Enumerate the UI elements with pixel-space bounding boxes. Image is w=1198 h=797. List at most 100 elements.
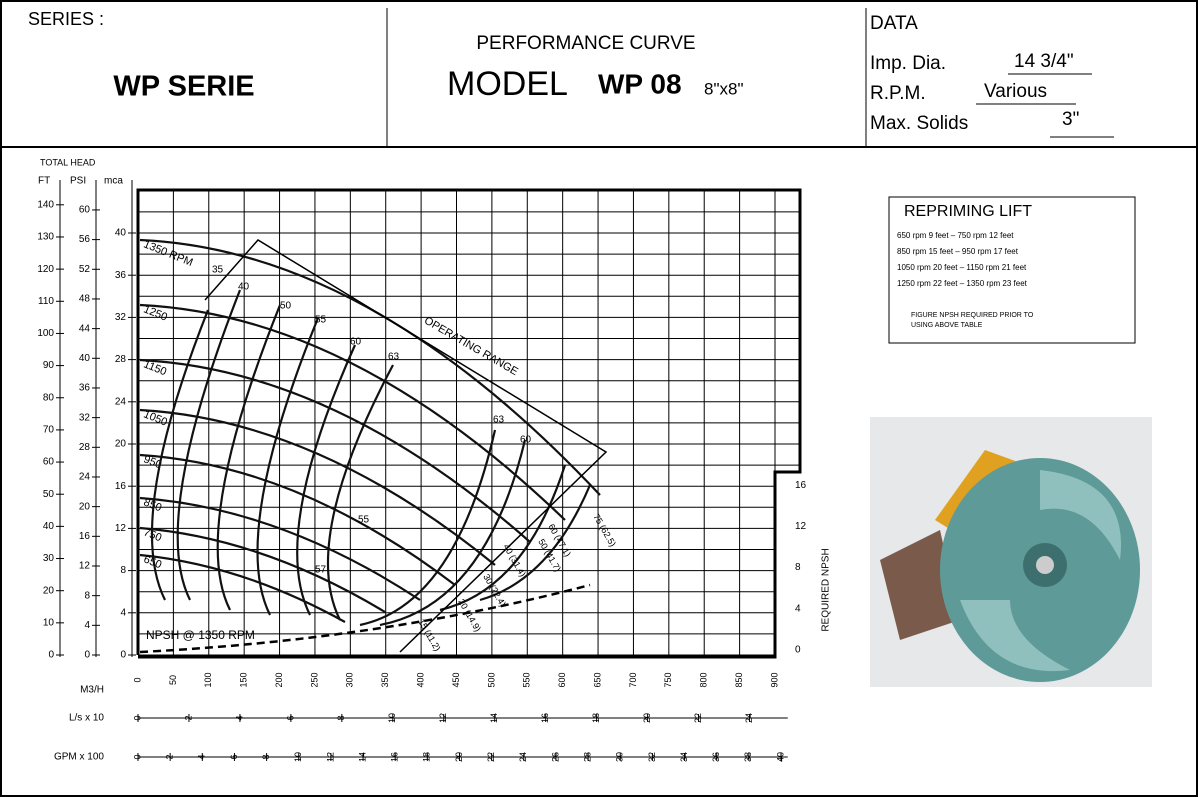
m-tick-label: 28 <box>115 354 127 365</box>
rpm-label: R.P.M. <box>870 83 926 104</box>
psi-tick-label: 4 <box>84 620 90 631</box>
repriming-row: 650 rpm 9 feet – 750 rpm 12 feet <box>897 231 1014 240</box>
npsh-tick-label: 4 <box>795 603 801 614</box>
gpm-tick-label: 18 <box>422 752 432 762</box>
efficiency-label: 63 <box>388 352 400 363</box>
repriming-row: 850 rpm 15 feet – 950 rpm 17 feet <box>897 247 1019 256</box>
psi-tick-label: 40 <box>79 353 91 364</box>
efficiency-label: 55 <box>358 515 370 526</box>
repriming-title: REPRIMING LIFT <box>904 203 1032 220</box>
psi-tick-label: 52 <box>79 264 91 275</box>
ft-tick-label: 90 <box>43 360 55 371</box>
efficiency-label: 57 <box>315 565 327 576</box>
gpm-tick-label: 40 <box>775 752 785 762</box>
m-tick-label: 36 <box>115 270 127 281</box>
gpm-tick-label: 32 <box>647 752 657 762</box>
psi-tick-label: 32 <box>79 412 91 423</box>
impeller-photo <box>870 417 1152 687</box>
gpm-tick-label: 30 <box>615 752 625 762</box>
m-label: mca <box>104 176 123 187</box>
m-tick-label: 24 <box>115 396 127 407</box>
ls-label: L/s x 10 <box>69 713 104 724</box>
m-tick-label: 8 <box>120 565 126 576</box>
gpm-tick-label: 24 <box>518 752 528 762</box>
total-head-label: TOTAL HEAD <box>40 157 96 167</box>
m-tick-label: 0 <box>120 650 126 661</box>
m3h-tick-label: 150 <box>239 672 249 687</box>
m3h-tick-label: 850 <box>734 672 744 687</box>
m3h-tick-label: 0 <box>132 677 142 682</box>
efficiency-label: 35 <box>212 265 224 276</box>
m-tick-label: 16 <box>115 481 127 492</box>
gpm-tick-label: 22 <box>486 752 496 762</box>
ls-tick-label: 10 <box>387 713 397 723</box>
psi-label: PSI <box>70 176 86 187</box>
gpm-tick-label: 4 <box>197 754 207 759</box>
psi-tick-label: 16 <box>79 531 91 542</box>
npsh-tick-label: 0 <box>795 645 801 656</box>
solids-label: Max. Solids <box>870 113 968 134</box>
m-tick-label: 32 <box>115 312 127 323</box>
m-tick-label: 12 <box>115 523 127 534</box>
ft-tick-label: 100 <box>37 328 54 339</box>
gpm-tick-label: 6 <box>229 754 239 759</box>
model-size: 8"x8" <box>704 79 743 98</box>
gpm-tick-label: 0 <box>132 754 142 759</box>
ls-tick-label: 20 <box>642 713 652 723</box>
gpm-tick-label: 36 <box>711 752 721 762</box>
npsh-tick-label: 16 <box>795 480 807 491</box>
repriming-row: 1250 rpm 22 feet – 1350 rpm 23 feet <box>897 279 1028 288</box>
m3h-tick-label: 600 <box>557 672 567 687</box>
ft-tick-label: 20 <box>43 585 55 596</box>
gpm-tick-label: 20 <box>454 752 464 762</box>
series-label: SERIES : <box>28 9 104 29</box>
ft-tick-label: 30 <box>43 553 55 564</box>
imp-dia: 14 3/4" <box>1014 51 1074 72</box>
ls-tick-label: 0 <box>132 715 142 720</box>
m-tick-label: 20 <box>115 439 127 450</box>
model-label: MODEL <box>447 65 568 103</box>
gpm-tick-label: 28 <box>582 752 592 762</box>
m-tick-label: 4 <box>120 607 126 618</box>
model-name: WP 08 <box>598 68 682 99</box>
psi-tick-label: 0 <box>84 650 90 661</box>
repriming-row: 1050 rpm 20 feet – 1150 rpm 21 feet <box>897 263 1027 272</box>
m3h-tick-label: 350 <box>380 672 390 687</box>
ft-tick-label: 80 <box>43 392 55 403</box>
subtitle: PERFORMANCE CURVE <box>476 33 695 54</box>
efficiency-label: 55 <box>315 315 327 326</box>
data-label: DATA <box>870 13 918 34</box>
ls-tick-label: 6 <box>285 715 295 720</box>
ls-tick-label: 24 <box>744 713 754 723</box>
m3h-tick-label: 100 <box>203 672 213 687</box>
psi-tick-label: 44 <box>79 323 91 334</box>
psi-tick-label: 48 <box>79 294 91 305</box>
psi-tick-label: 28 <box>79 442 91 453</box>
m3h-tick-label: 450 <box>451 672 461 687</box>
ls-tick-label: 4 <box>234 715 244 720</box>
ls-tick-label: 14 <box>489 713 499 723</box>
gpm-tick-label: 14 <box>357 752 367 762</box>
ft-tick-label: 130 <box>37 232 54 243</box>
m3h-tick-label: 750 <box>663 672 673 687</box>
repriming-note: FIGURE NPSH REQUIRED PRIOR TO <box>911 312 1034 319</box>
imp-dia-label: Imp. Dia. <box>870 53 946 74</box>
ls-tick-label: 8 <box>336 715 346 720</box>
ft-tick-label: 50 <box>43 489 55 500</box>
ft-tick-label: 40 <box>43 521 55 532</box>
m3h-tick-label: 300 <box>345 672 355 687</box>
m3h-tick-label: 500 <box>486 672 496 687</box>
gpm-tick-label: 34 <box>679 752 689 762</box>
npsh-tick-label: 8 <box>795 562 801 573</box>
ft-tick-label: 60 <box>43 457 55 468</box>
m3h-tick-label: 400 <box>415 672 425 687</box>
ft-tick-label: 120 <box>37 264 54 275</box>
ls-tick-label: 18 <box>591 713 601 723</box>
series-name: WP SERIE <box>113 71 254 103</box>
m3h-tick-label: 650 <box>592 672 602 687</box>
ls-tick-label: 12 <box>438 713 448 723</box>
efficiency-label: 50 <box>280 301 292 312</box>
psi-tick-label: 60 <box>79 205 91 216</box>
hub-nut <box>1036 556 1054 574</box>
m3h-label: M3/H <box>80 685 104 696</box>
